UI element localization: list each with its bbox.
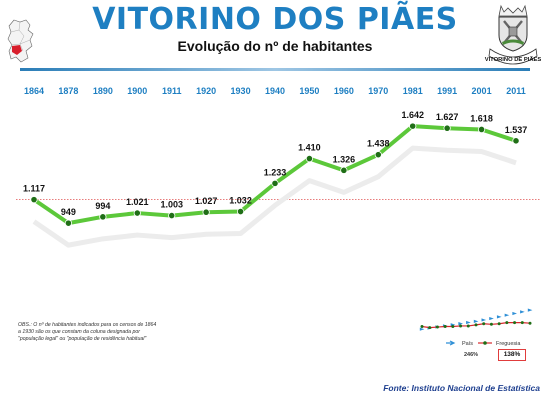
freguesia-point: [505, 321, 509, 325]
data-label-1981: 1.642: [401, 110, 424, 120]
data-point-1970: [374, 151, 382, 159]
data-point-1900: [133, 209, 141, 217]
pais-point: [458, 322, 463, 326]
freguesia-point: [482, 322, 486, 326]
data-point-2011: [512, 137, 520, 145]
data-label-2011: 1.537: [505, 125, 528, 135]
data-label-2001: 1.618: [470, 113, 493, 123]
data-label-1920: 1.027: [195, 196, 218, 206]
freguesia-point: [466, 324, 470, 328]
year-tick-1900: 1900: [127, 86, 147, 96]
year-tick-1950: 1950: [299, 86, 319, 96]
data-label-1900: 1.021: [126, 197, 149, 207]
data-markers: [30, 122, 520, 227]
data-label-1940: 1.233: [264, 167, 287, 177]
data-point-1920: [202, 208, 210, 216]
pais-point: [466, 320, 471, 325]
data-point-1991: [443, 124, 451, 132]
freguesia-point: [428, 326, 432, 330]
data-label-1878: 949: [61, 207, 76, 217]
freguesia-point: [435, 325, 439, 329]
year-tick-2001: 2001: [472, 86, 492, 96]
source-credit: Fonte: Instituto Nacional de Estatística: [383, 383, 540, 393]
data-label-1991: 1.627: [436, 112, 459, 122]
pais-point: [504, 313, 510, 317]
data-point-1940: [271, 179, 279, 187]
freguesia-point: [489, 322, 493, 326]
parish-crest-logo: VITORINO DE PIÃES: [485, 4, 542, 65]
year-tick-1920: 1920: [196, 86, 216, 96]
year-axis-labels: 1864 1878 1890 1900 1911 1920 1930 1940 1950 1960…: [24, 86, 526, 96]
freguesia-point: [497, 322, 501, 326]
header-divider: [20, 68, 530, 71]
year-tick-1878: 1878: [58, 86, 78, 96]
year-tick-1981: 1981: [403, 86, 423, 96]
pais-point: [489, 316, 494, 321]
pais-point: [496, 315, 502, 319]
line-shadow: [32, 145, 517, 248]
freguesia-point: [528, 321, 532, 325]
data-point-1890: [99, 213, 107, 221]
pais-point: [520, 310, 525, 314]
data-point-1981: [409, 122, 417, 130]
year-tick-1991: 1991: [437, 86, 457, 96]
pais-point: [481, 318, 487, 322]
census-note: OBS.: O nº de habitantes indicados para …: [18, 322, 157, 342]
data-point-1960: [340, 166, 348, 174]
year-tick-1960: 1960: [334, 86, 354, 96]
growth-comparison-mini-chart: País Freguesia 246%: [419, 308, 533, 358]
pais-point: [473, 319, 479, 323]
data-point-1950: [305, 155, 314, 163]
data-label-1864: 1.117: [23, 184, 45, 194]
freguesia-trend-series: [420, 321, 532, 330]
freguesia-point: [459, 324, 463, 328]
pais-growth-value: 246%: [464, 352, 478, 358]
data-point-1930: [236, 207, 245, 216]
year-tick-1911: 1911: [162, 86, 182, 96]
chart-subtitle: Evolução do nº de habitantes: [177, 38, 373, 54]
data-label-1911: 1.003: [160, 200, 183, 210]
data-labels: 1.117 949 994 1.021 1.003 1.027 1.032 1.233 1.41…: [23, 110, 527, 217]
pais-point: [527, 308, 533, 312]
data-label-1970: 1.438: [367, 139, 390, 149]
legend-freguesia-label: Freguesia: [496, 341, 521, 347]
freguesia-point: [443, 325, 447, 328]
freguesia-point: [451, 325, 455, 328]
data-point-1911: [168, 211, 176, 220]
year-tick-1940: 1940: [265, 86, 285, 96]
pais-point: [512, 311, 517, 316]
year-tick-1930: 1930: [231, 86, 251, 96]
freguesia-point: [420, 325, 424, 328]
freguesia-growth-badge: 138%: [498, 349, 526, 361]
freguesia-point: [520, 321, 524, 325]
data-label-1960: 1.326: [333, 154, 356, 164]
freguesia-point: [513, 321, 517, 325]
year-tick-2011: 2011: [506, 86, 526, 96]
data-label-1930: 1.032: [229, 196, 252, 206]
data-label-1890: 994: [95, 201, 110, 211]
year-tick-1890: 1890: [93, 86, 113, 96]
page-title: VITORINO DOS PIÃES: [92, 2, 458, 37]
region-map-icon: [7, 19, 34, 63]
crest-ribbon-text: VITORINO DE PIÃES: [485, 56, 542, 63]
data-point-2001: [477, 125, 486, 134]
freguesia-point: [474, 323, 478, 327]
pais-point: [419, 327, 425, 331]
data-point-1864: [30, 196, 38, 204]
year-tick-1864: 1864: [24, 86, 44, 96]
data-point-1878: [64, 219, 73, 227]
year-tick-1970: 1970: [368, 86, 388, 96]
legend-pais-label: País: [462, 341, 473, 347]
pais-legend-icon: [446, 340, 456, 346]
data-label-1950: 1.410: [298, 143, 321, 153]
